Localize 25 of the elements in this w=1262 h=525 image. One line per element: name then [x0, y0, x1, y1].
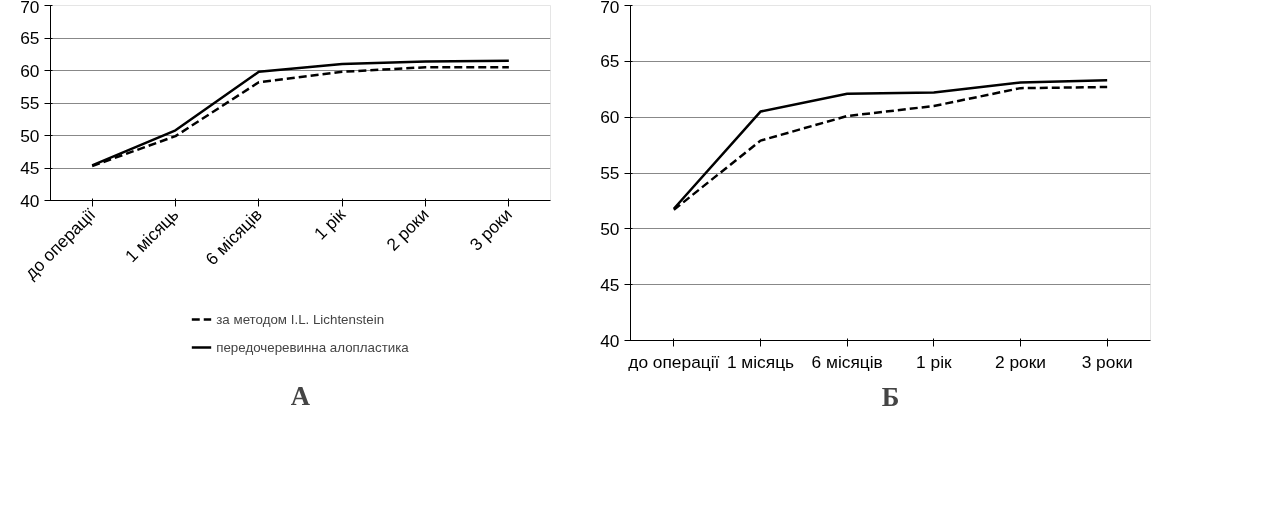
y-tick-label: 45	[20, 158, 40, 178]
x-tick-label: до операції	[628, 351, 720, 372]
y-tick-label: 40	[600, 330, 620, 351]
y-tick-label: 50	[20, 125, 40, 146]
legend-label: за методом I.L. Lichtenstein	[216, 311, 385, 327]
y-tick-label: 60	[20, 60, 40, 81]
y-tick-label: 40	[20, 190, 40, 211]
x-tick-label: 2 роки	[995, 351, 1047, 372]
y-tick-label: 55	[20, 93, 40, 113]
legend-label: передочеревинна алопластика	[216, 339, 409, 355]
x-tick-label: 1 рік	[916, 351, 953, 372]
y-tick-label: 70	[20, 0, 40, 17]
x-tick-label: 1 місяць	[726, 351, 795, 372]
y-tick-label: 50	[600, 218, 620, 239]
y-tick-label: 70	[600, 0, 620, 17]
y-tick-label: 65	[20, 28, 40, 48]
y-tick-label: 65	[600, 51, 620, 72]
x-tick-label: 1 рік	[309, 204, 350, 244]
x-tick-label: 3 роки	[1081, 351, 1133, 372]
y-tick-label: 60	[600, 107, 620, 128]
x-tick-label: 6 місяців	[811, 351, 883, 372]
y-tick-label: 55	[600, 163, 620, 183]
text: А	[290, 380, 311, 411]
text: Б	[881, 381, 900, 412]
y-tick-label: 45	[600, 274, 620, 295]
